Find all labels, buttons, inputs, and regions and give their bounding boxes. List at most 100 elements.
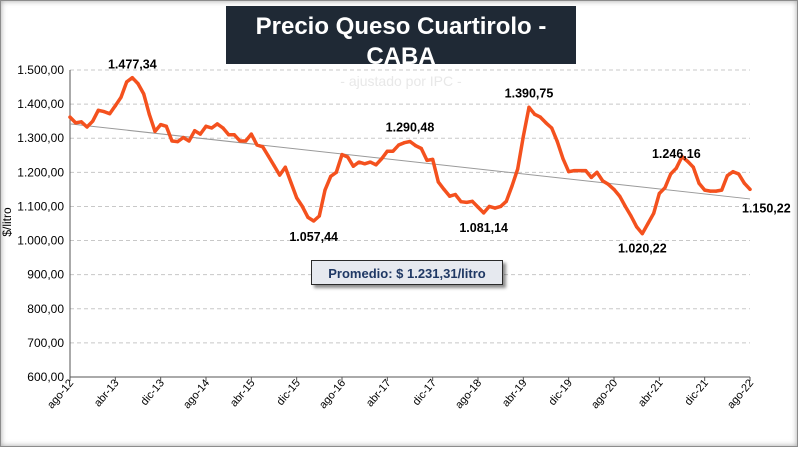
x-tick-label: abr-17 [364,377,394,409]
data-point [414,144,418,148]
data-point [669,172,673,176]
data-point [623,204,627,209]
data-point [499,204,503,209]
data-point [720,188,724,192]
data-point [657,191,661,196]
data-label: 1.290,48 [386,120,435,134]
y-tick-label: 600,00 [27,370,64,384]
data-point [538,115,542,119]
data-point [686,159,690,164]
data-point [425,158,429,162]
data-point [691,165,695,169]
data-point [125,80,129,84]
data-point [487,204,491,209]
x-tick-label: dic-21 [683,377,711,408]
x-tick-label: abr-13 [92,377,122,409]
x-tick-label: ago-22 [725,377,756,411]
data-point [550,126,554,130]
data-point [391,149,395,153]
data-point [674,166,678,170]
y-tick-label: 1.200,00 [17,165,64,179]
data-point [374,163,378,167]
data-point [618,194,622,198]
data-point [300,204,304,209]
gridlines [70,69,750,344]
data-point [640,232,644,236]
data-point [385,149,389,153]
data-point [108,112,112,116]
data-point [703,188,707,192]
data-point [312,219,316,223]
data-labels: 1.477,34 1.057,44 1.290,48 1.081,14 1.390,75… [108,58,791,256]
data-point [470,199,474,203]
x-tick-label: dic-15 [275,377,303,408]
data-point [113,104,117,108]
data-point [589,175,593,180]
data-point [731,170,735,174]
x-tick-label: ago-16 [317,377,348,411]
data-point [397,143,401,147]
y-tick-label: 700,00 [27,336,64,350]
data-point [465,200,469,204]
data-point [119,95,123,99]
data-point [476,205,480,209]
data-point [68,115,72,119]
data-point [238,139,242,143]
data-point [221,126,225,130]
data-point [261,145,265,149]
x-tick-label: ago-20 [589,377,620,411]
title-box: Precio Queso Cuartirolo - CABA - ajustad… [226,6,576,89]
data-point [612,187,616,191]
data-point [278,173,282,177]
data-point [363,162,367,166]
data-point [742,181,746,185]
data-point [249,132,253,136]
axes: 600,00 700,00 800,00 900,00 1.000,00 1.100,00… [17,63,756,411]
data-point [244,139,248,143]
data-point [601,179,605,183]
y-tick-label: 1.300,00 [17,131,64,145]
data-point [453,192,457,197]
data-point [402,141,406,145]
data-point [459,200,463,204]
data-point [584,169,588,173]
data-label: 1.150,22 [742,201,791,215]
data-point [493,206,497,210]
data-point [504,199,508,203]
trendline-group [69,123,751,200]
data-point [725,174,729,178]
x-tick-label: dic-17 [411,377,439,408]
data-point [170,139,174,143]
series-group [68,75,752,236]
data-point [102,110,106,114]
data-point [448,194,452,198]
data-point [91,119,95,123]
data-point [442,187,446,191]
x-tick-label: dic-19 [547,377,575,408]
data-point [737,172,741,176]
data-point [210,126,214,130]
data-label: 1.020,22 [618,242,667,256]
data-label: 1.477,34 [108,58,157,72]
data-point [482,211,486,215]
data-point [317,214,321,218]
y-tick-label: 1.000,00 [17,234,64,248]
data-point [272,163,276,168]
data-point [306,215,310,219]
data-point [181,135,185,140]
y-tick-label: 1.500,00 [17,63,64,77]
data-point [436,180,440,184]
x-tick-label: ago-18 [453,377,484,411]
data-point [329,174,333,179]
data-point [96,108,100,112]
data-point [431,157,435,161]
data-point [147,112,151,116]
data-point [266,154,270,158]
data-point [130,76,134,80]
data-point [340,152,344,157]
data-point [510,184,514,188]
data-point [346,155,350,159]
data-point [606,182,610,186]
data-point [153,129,157,133]
